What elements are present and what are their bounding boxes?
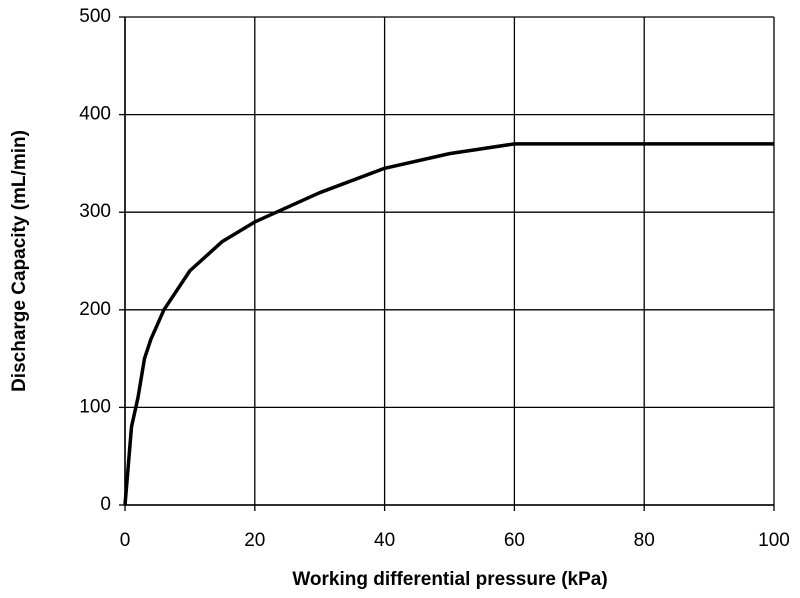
y-tick-label: 0 xyxy=(100,494,111,515)
x-tick-label: 60 xyxy=(504,530,525,551)
y-tick-label: 500 xyxy=(79,6,111,27)
x-tick-label: 20 xyxy=(244,530,265,551)
x-tick-label: 40 xyxy=(374,530,395,551)
y-axis-title: Discharge Capacity (mL/min) xyxy=(9,130,30,392)
x-axis-title: Working differential pressure (kPa) xyxy=(292,569,607,590)
x-tick-label: 0 xyxy=(120,530,131,551)
y-tick-label: 100 xyxy=(79,396,111,417)
x-tick-label: 80 xyxy=(634,530,655,551)
y-tick-label: 200 xyxy=(79,299,111,320)
y-tick-label: 400 xyxy=(79,104,111,125)
y-tick-label: 300 xyxy=(79,201,111,222)
data-line xyxy=(123,142,774,506)
x-tick-label: 100 xyxy=(758,530,790,551)
